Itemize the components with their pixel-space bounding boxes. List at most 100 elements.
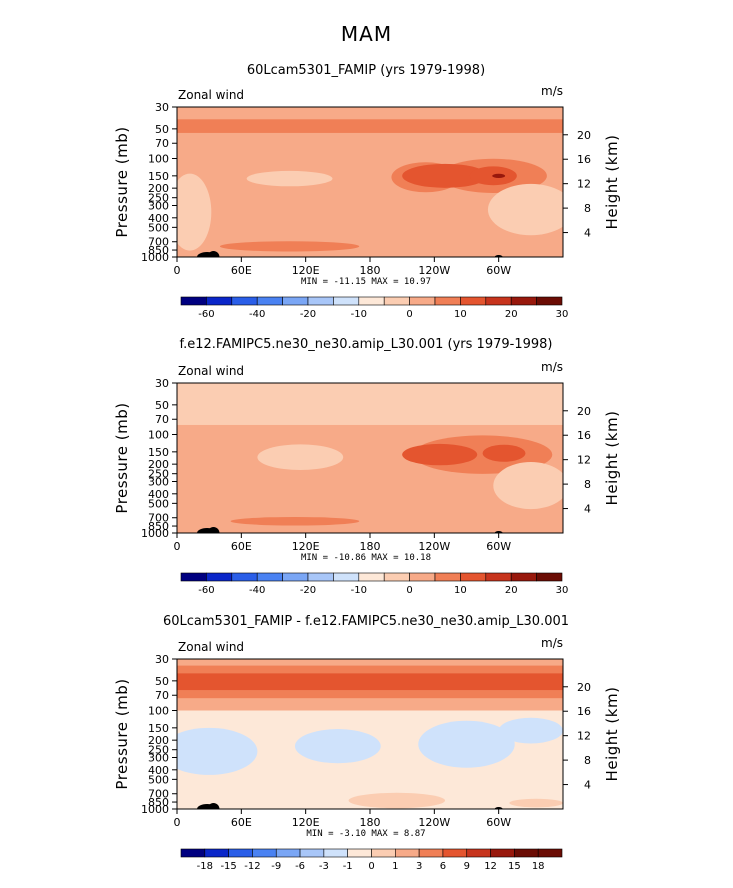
orography xyxy=(207,803,220,809)
colorbar-box xyxy=(434,572,461,582)
colorbar-box xyxy=(206,572,233,582)
contour-region xyxy=(177,173,212,251)
colorbar-box xyxy=(256,296,283,306)
colorbar-box xyxy=(395,848,420,858)
colorbar-label: -15 xyxy=(220,861,236,872)
contour-region xyxy=(177,727,258,775)
colorbar-label: 12 xyxy=(484,861,497,872)
contour-region xyxy=(257,444,344,471)
colorbar-box xyxy=(206,296,233,306)
colorbar-box xyxy=(442,848,468,858)
y-tick-label: 100 xyxy=(148,429,169,442)
orography xyxy=(207,527,220,533)
colorbar-label: 10 xyxy=(454,309,467,320)
contour-region xyxy=(348,792,446,809)
y-tick-label: 30 xyxy=(155,101,169,114)
y-tick-label: 50 xyxy=(155,123,169,136)
contour-region xyxy=(402,163,488,188)
colorbar-box xyxy=(180,572,207,582)
colorbar-box xyxy=(536,572,563,582)
y-tick-label: 70 xyxy=(155,137,169,150)
right-tick-label: 16 xyxy=(577,429,591,442)
colorbar-box xyxy=(383,572,410,582)
y-tick-label: 700 xyxy=(148,512,169,525)
right-tick-label: 20 xyxy=(577,681,591,694)
x-tick-label: 60E xyxy=(231,816,252,829)
y-tick-label: 300 xyxy=(148,751,169,764)
panel-title: 60Lcam5301_FAMIP - f.e12.FAMIPC5.ne30_ne… xyxy=(163,614,569,629)
season-title: MAM xyxy=(340,22,393,46)
colorbar-label: 15 xyxy=(508,861,521,872)
x-tick-label: 180 xyxy=(360,264,381,277)
y-tick-label: 70 xyxy=(155,689,169,702)
y-tick-label: 1000 xyxy=(141,527,169,540)
panel-2: f.e12.FAMIPC5.ne30_ne30.amip_L30.001 (yr… xyxy=(113,337,621,596)
colorbar-box xyxy=(228,848,253,858)
colorbar-label: 30 xyxy=(556,309,569,320)
colorbar-box xyxy=(514,848,539,858)
colorbar-label: -10 xyxy=(351,585,367,596)
colorbar-label: -1 xyxy=(343,861,353,872)
colorbar-box xyxy=(231,572,258,582)
y-tick-label: 850 xyxy=(148,520,169,533)
colorbar-box xyxy=(460,572,487,582)
contour-region xyxy=(294,729,381,764)
colorbar-box xyxy=(358,572,385,582)
colorbar-box xyxy=(180,848,206,858)
y-tick-label: 50 xyxy=(155,675,169,688)
colorbar-label: 3 xyxy=(416,861,422,872)
contour-band xyxy=(177,673,563,691)
x-tick-label: 120W xyxy=(418,264,450,277)
colorbar-label: 9 xyxy=(464,861,470,872)
colorbar-box xyxy=(307,296,334,306)
y-tick-label: 300 xyxy=(148,475,169,488)
colorbar-box xyxy=(510,296,537,306)
contour-fill xyxy=(177,107,563,257)
contour-region xyxy=(246,170,333,187)
y-axis-title: Pressure (mb) xyxy=(113,402,131,513)
y-axis-right-title: Height (km) xyxy=(603,687,621,782)
x-tick-label: 0 xyxy=(174,816,181,829)
colorbar-label: 1 xyxy=(392,861,398,872)
right-tick-label: 8 xyxy=(584,202,591,215)
colorbar-box xyxy=(409,572,436,582)
colorbar-label: 30 xyxy=(556,585,569,596)
contour-region xyxy=(402,443,478,466)
colorbar-label: -3 xyxy=(319,861,329,872)
colorbar-label: -10 xyxy=(351,309,367,320)
y-tick-label: 500 xyxy=(148,221,169,234)
y-tick-label: 200 xyxy=(148,734,169,747)
contour-band xyxy=(177,119,563,133)
colorbar: -60 -40 -20 -10 0 10 20 30 xyxy=(180,296,569,320)
contour-region xyxy=(492,173,506,178)
y-tick-label: 50 xyxy=(155,399,169,412)
x-tick-label: 120W xyxy=(418,816,450,829)
y-tick-label: 250 xyxy=(148,468,169,481)
colorbar-box xyxy=(333,296,360,306)
colorbar-box xyxy=(434,296,461,306)
colorbar: -60 -40 -20 -10 0 10 20 30 xyxy=(180,572,569,596)
field-label: Zonal wind xyxy=(178,88,244,102)
colorbar-box xyxy=(307,572,334,582)
y-axis-title: Pressure (mb) xyxy=(113,126,131,237)
x-tick-label: 120E xyxy=(292,816,320,829)
y-tick-label: 150 xyxy=(148,722,169,735)
contour-band xyxy=(177,383,563,425)
contour-region xyxy=(493,462,563,510)
colorbar-box xyxy=(252,848,277,858)
y-tick-label: 1000 xyxy=(141,251,169,264)
colorbar-box xyxy=(299,848,325,858)
x-tick-label: 60W xyxy=(486,816,511,829)
colorbar-box xyxy=(347,848,372,858)
colorbar-label: -40 xyxy=(249,309,265,320)
colorbar-box xyxy=(275,848,301,858)
colorbar-box xyxy=(536,296,563,306)
contour-region xyxy=(230,516,360,526)
orography xyxy=(207,251,220,257)
y-tick-label: 500 xyxy=(148,773,169,786)
colorbar-box xyxy=(256,572,283,582)
x-tick-label: 0 xyxy=(174,264,181,277)
colorbar-box xyxy=(180,296,207,306)
panel-title: f.e12.FAMIPC5.ne30_ne30.amip_L30.001 (yr… xyxy=(180,337,553,352)
colorbar-label: -20 xyxy=(300,309,316,320)
